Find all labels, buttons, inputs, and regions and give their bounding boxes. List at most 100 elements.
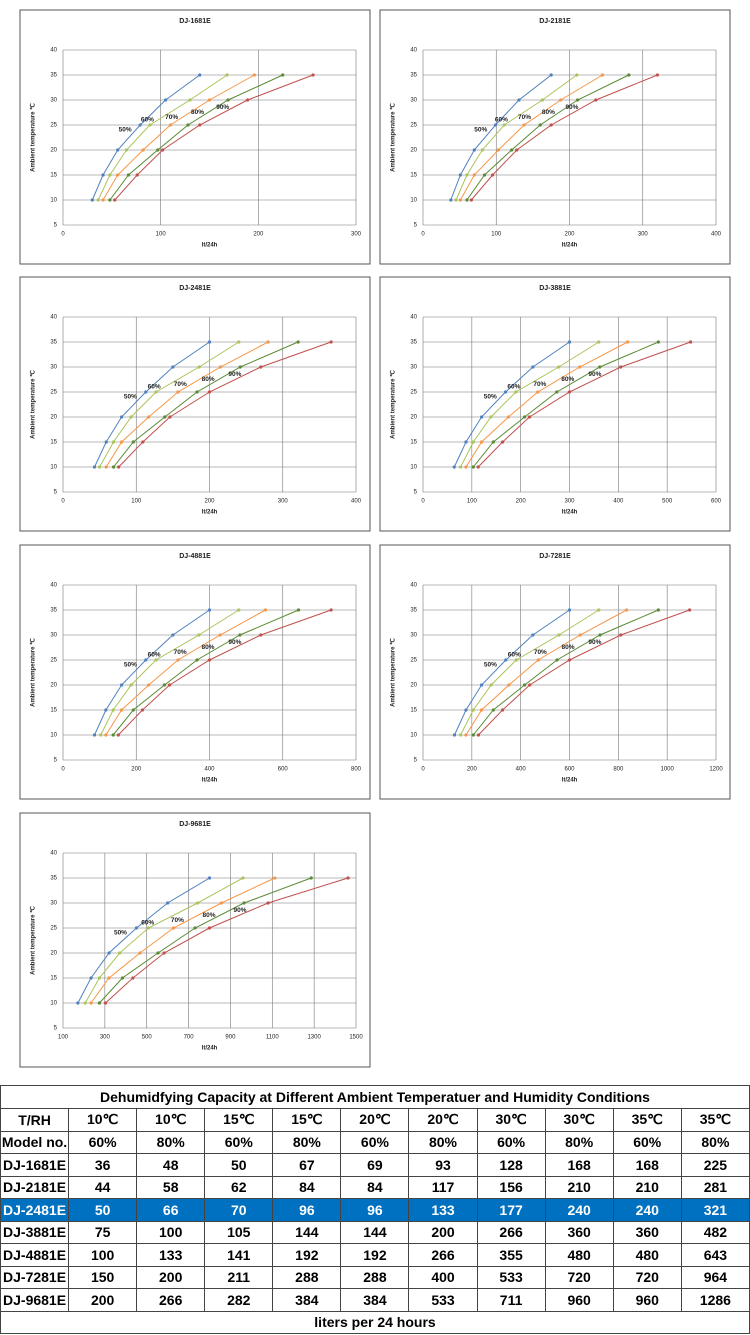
data-point (176, 390, 180, 394)
data-point (98, 465, 102, 469)
series-label: 70% (174, 649, 187, 656)
x-axis-label: lt/24h (202, 1046, 218, 1052)
series-line (450, 74, 552, 201)
cell: 192 (340, 1243, 410, 1267)
cell: 384 (272, 1288, 342, 1312)
data-point (329, 340, 333, 344)
y-tick-label: 35 (50, 340, 57, 346)
data-point (557, 633, 561, 637)
x-tick-label: 100 (131, 499, 142, 505)
data-point (500, 440, 505, 444)
series-label: 90% (228, 639, 241, 646)
data-point (567, 608, 572, 612)
data-row: DJ-1681E 36 48 50 67 69 93 128 168 168 225 (0, 1153, 750, 1177)
y-axis-label: Ambient temperature ℃ (30, 638, 37, 707)
cell: 30℃ (476, 1108, 546, 1132)
cell: 66 (136, 1198, 206, 1222)
data-point (207, 340, 212, 344)
cell: 211 (204, 1265, 274, 1289)
x-tick-label: 0 (421, 232, 425, 238)
data-point (472, 148, 476, 152)
data-point (296, 340, 300, 344)
data-point (197, 633, 201, 637)
series-label: 80% (542, 109, 555, 116)
y-tick-label: 25 (50, 390, 57, 396)
y-tick-label: 5 (414, 490, 418, 496)
data-point (195, 390, 199, 394)
cell: 360 (612, 1220, 682, 1244)
x-tick-label: 500 (142, 1035, 153, 1041)
data-point (555, 390, 559, 394)
data-point (188, 98, 192, 102)
cell: 128 (476, 1153, 546, 1177)
data-point (471, 708, 475, 712)
cell: 15℃ (272, 1108, 342, 1132)
series-line (105, 341, 269, 468)
y-tick-label: 30 (50, 98, 57, 104)
data-point (97, 976, 102, 980)
data-point (531, 633, 535, 637)
y-axis-label: Ambient temperature ℃ (30, 370, 37, 439)
data-point (465, 198, 469, 202)
data-point (458, 198, 462, 202)
data-point (471, 465, 475, 469)
series-line (460, 341, 600, 468)
y-tick-label: 35 (410, 340, 417, 346)
series-label: 90% (234, 907, 247, 914)
series-label: 90% (588, 639, 601, 646)
data-point (120, 708, 124, 712)
y-tick-label: 25 (50, 123, 57, 129)
y-tick-label: 10 (410, 733, 417, 739)
cell: 177 (476, 1198, 546, 1222)
series-line (99, 877, 312, 1004)
data-point (619, 365, 623, 369)
series-label: 50% (484, 394, 497, 401)
data-point (464, 733, 468, 737)
data-point (536, 390, 540, 394)
cell: 1286 (680, 1288, 750, 1312)
x-tick-label: 0 (61, 767, 65, 773)
x-axis-label: lt/24h (202, 510, 218, 516)
data-point (118, 951, 122, 955)
data-point (491, 708, 495, 712)
panel (19, 812, 371, 1068)
series-label: 50% (124, 662, 137, 669)
data-point (111, 708, 115, 712)
y-tick-label: 30 (410, 365, 417, 371)
data-point (107, 951, 111, 955)
data-point (163, 415, 167, 419)
y-tick-label: 40 (50, 48, 57, 54)
y-tick-label: 15 (410, 708, 417, 714)
data-point (536, 658, 540, 662)
y-tick-label: 35 (410, 73, 417, 79)
data-point (89, 1001, 93, 1005)
cell: 200 (68, 1288, 138, 1312)
data-point (480, 440, 484, 444)
cell: 480 (544, 1243, 614, 1267)
cell: 720 (544, 1265, 614, 1289)
y-tick-label: 25 (50, 658, 57, 664)
data-point (458, 173, 462, 177)
data-point (503, 390, 508, 394)
data-point (162, 951, 166, 955)
data-point (496, 148, 501, 152)
data-point (238, 633, 242, 637)
x-tick-label: 300 (278, 499, 289, 505)
y-tick-label: 20 (50, 415, 57, 421)
panel (379, 9, 731, 265)
series-line (114, 74, 314, 201)
data-point (464, 708, 468, 712)
x-tick-label: 600 (711, 499, 722, 505)
data-point (104, 465, 108, 469)
series-label: 70% (174, 381, 187, 388)
data-point (92, 733, 97, 737)
data-point (655, 73, 660, 77)
data-point (103, 1001, 108, 1005)
data-point (656, 340, 660, 344)
x-tick-label: 1200 (709, 767, 723, 773)
x-tick-label: 300 (100, 1035, 111, 1041)
series-line (459, 74, 603, 201)
data-point (207, 390, 212, 394)
x-tick-label: 600 (564, 767, 575, 773)
